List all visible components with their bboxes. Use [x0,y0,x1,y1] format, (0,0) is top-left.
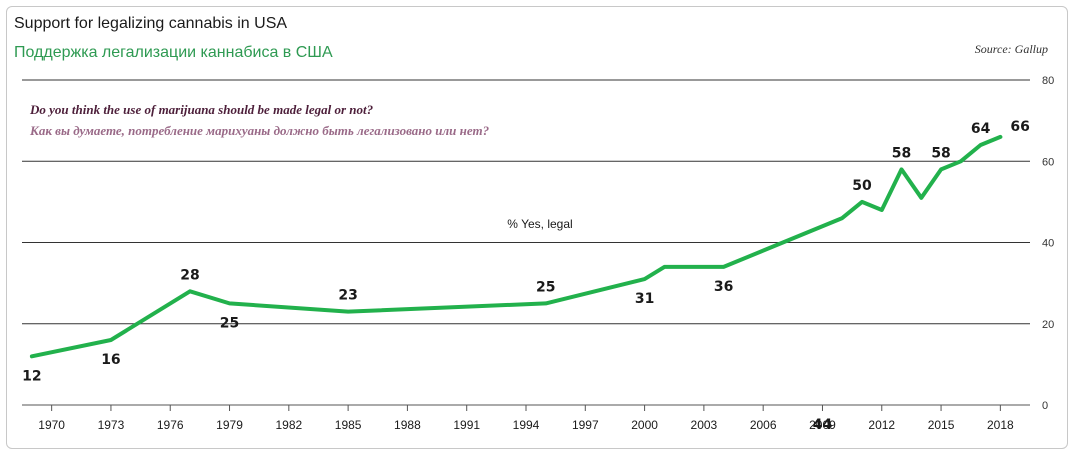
x-tick-label: 1976 [157,418,184,432]
data-label: 58 [931,145,950,161]
data-label: 36 [714,279,733,295]
data-label: 28 [180,267,199,283]
x-tick-label: 1979 [216,418,243,432]
x-tick-label: 1994 [513,418,540,432]
source-note: Source: Gallup [975,42,1048,56]
series-line [29,134,1003,359]
data-label: 58 [892,145,911,161]
y-tick-label: 60 [1042,156,1054,168]
data-labels: 12 16 28 25 23 25 31 36 44 50 58 58 64 66 [22,119,1030,433]
y-tick-label: 20 [1042,319,1054,331]
data-label: 66 [1010,119,1029,135]
y-tick-label: 0 [1042,400,1048,412]
data-label: 25 [536,279,555,295]
x-tick-label: 2015 [928,418,955,432]
x-tick-label: 2006 [750,418,777,432]
x-tick-label: 2003 [691,418,718,432]
data-label: 64 [971,121,991,137]
y-tick-label: 40 [1042,238,1054,250]
x-tick-label: 1982 [275,418,302,432]
data-label: 50 [852,178,872,194]
data-label: 44 [813,417,833,433]
series-line-group [29,134,1003,359]
x-tick-label: 2012 [868,418,895,432]
chart-frame [6,6,1068,449]
x-tick-label: 2018 [987,418,1014,432]
y-tick-label: 80 [1042,75,1054,87]
gridlines [22,79,1030,325]
x-tick-label: 2009 [809,418,836,432]
data-label: 12 [22,368,41,384]
chart-title-ru: Поддержка легализации каннабиса в США [14,44,333,61]
x-tick-label: 1991 [453,418,480,432]
x-tick-label: 1988 [394,418,421,432]
question-ru: Как вы думаете, потребление марихуаны до… [29,123,490,138]
x-tick-label: 1970 [38,418,65,432]
data-label: 23 [338,288,357,304]
series-label: % Yes, legal [507,217,572,231]
axes: 0 20 40 60 80 1970 1973 1976 1979 1982 1985 1988 199… [22,75,1054,432]
data-label: 25 [220,315,239,331]
data-label: 31 [635,291,654,307]
question-en: Do you think the use of marijuana should… [29,102,374,117]
x-tick-label: 1985 [335,418,362,432]
x-tick-label: 2000 [631,418,658,432]
x-tick-label: 1997 [572,418,599,432]
x-tick-label: 1973 [98,418,125,432]
chart-title-en: Support for legalizing cannabis in USA [14,15,287,32]
data-label: 16 [101,352,120,368]
